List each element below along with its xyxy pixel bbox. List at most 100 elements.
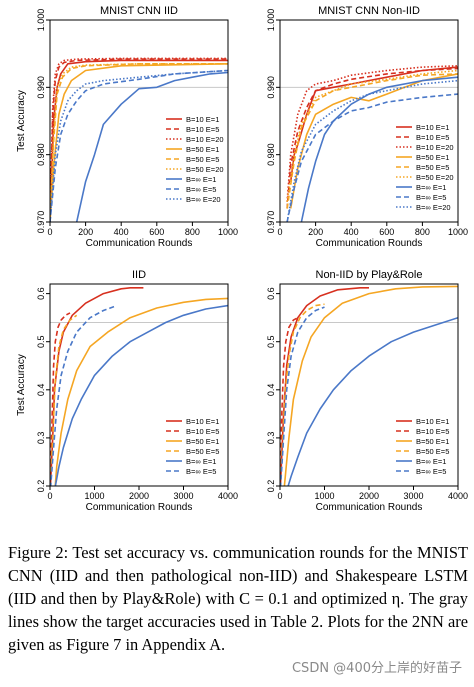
- legend-label-b-50-e-1: B=50 E=1: [186, 145, 219, 154]
- series-line-b-10-e-1: [50, 59, 228, 222]
- legend-label-b-inf-e-5: B=∞ E=5: [186, 467, 216, 476]
- x-tick-label: 1000: [448, 227, 468, 237]
- legend-label-b-10-e-5: B=10 E=5: [416, 427, 449, 436]
- series-line-b-inf-e-1: [54, 304, 228, 486]
- y-axis-label: Test Accuracy: [16, 354, 27, 416]
- x-tick-label: 3000: [403, 491, 423, 501]
- legend-label-b-50-e-5: B=50 E=5: [416, 163, 449, 172]
- legend-label-b-10-e-1: B=10 E=1: [186, 115, 219, 124]
- y-tick-label: 0.970: [36, 211, 46, 234]
- x-axis-label: Communication Rounds: [86, 238, 193, 249]
- series-line-b-50-e-20: [286, 69, 458, 202]
- legend-label-b-50-e-1: B=50 E=1: [416, 437, 449, 446]
- series-line-b-50-e-5: [286, 73, 458, 209]
- panel-shakespeare-non-iid: Non-IID by Play&Role 0 1000 2000 3000 4000 0.2…: [266, 269, 468, 513]
- panel-title: IID: [132, 269, 146, 281]
- x-tick-label: 4000: [448, 491, 468, 501]
- y-tick-label: 1.000: [36, 9, 46, 32]
- x-tick-label: 0: [277, 491, 282, 501]
- x-tick-label: 1000: [314, 491, 334, 501]
- series-line-b-inf-e-20: [286, 79, 458, 222]
- x-tick-label: 200: [78, 227, 93, 237]
- y-tick-label: 0.2: [36, 480, 46, 493]
- legend: B=10 E=1B=10 E=5B=10 E=20B=50 E=1B=50 E=…: [166, 115, 224, 204]
- legend-label-b-inf-e-1: B=∞ E=1: [416, 183, 446, 192]
- series-line-b-10-e-20: [50, 57, 228, 222]
- x-axis-label: Communication Rounds: [316, 502, 423, 513]
- series-group: [50, 57, 228, 222]
- series-line-b-inf-e-1: [300, 76, 458, 222]
- series-line-b-inf-e-5: [280, 306, 325, 486]
- y-tick-label: 0.980: [36, 143, 46, 166]
- panel-mnist-cnn-iid: MNIST CNN IID 0 200 400 600 800 1000 0.970 0.980…: [16, 5, 238, 249]
- legend-label-b-50-e-1: B=50 E=1: [416, 153, 449, 162]
- series-line-b-inf-e-1: [287, 316, 458, 486]
- figure: MNIST CNN IID 0 200 400 600 800 1000 0.970 0.980…: [16, 5, 468, 513]
- series-line-b-50-e-20: [50, 62, 228, 222]
- series-line-b-50-e-5: [50, 314, 78, 486]
- legend-label-b-inf-e-5: B=∞ E=5: [416, 467, 446, 476]
- x-tick-label: 800: [415, 227, 430, 237]
- legend-label-b-50-e-5: B=50 E=5: [416, 447, 449, 456]
- x-tick-label: 800: [185, 227, 200, 237]
- series-line-b-inf-e-20: [50, 69, 228, 222]
- legend-label-b-inf-e-20: B=∞ E=20: [416, 203, 451, 212]
- series-line-b-50-e-1: [283, 285, 458, 486]
- legend-label-b-inf-e-5: B=∞ E=5: [416, 193, 446, 202]
- x-tick-label: 1000: [84, 491, 104, 501]
- x-tick-label: 1000: [218, 227, 238, 237]
- legend-label-b-10-e-1: B=10 E=1: [186, 417, 219, 426]
- x-axis-label: Communication Rounds: [86, 502, 193, 513]
- x-tick-label: 600: [149, 227, 164, 237]
- y-tick-label: 0.6: [266, 287, 276, 300]
- watermark: CSDN @400分上岸的好苗子: [289, 656, 464, 677]
- y-tick-label: 1.000: [266, 9, 276, 32]
- legend-label-b-inf-e-5: B=∞ E=5: [186, 185, 216, 194]
- y-tick-label: 0.990: [36, 76, 46, 99]
- series-group: [280, 285, 458, 486]
- series-line-b-50-e-1: [54, 297, 228, 486]
- legend-label-b-inf-e-1: B=∞ E=1: [186, 457, 216, 466]
- panel-title: MNIST CNN Non-IID: [318, 5, 420, 17]
- x-tick-label: 2000: [129, 491, 149, 501]
- y-tick-label: 0.2: [266, 480, 276, 493]
- y-tick-label: 0.6: [36, 287, 46, 300]
- y-tick-label: 0.990: [266, 76, 276, 99]
- x-tick-label: 0: [277, 227, 282, 237]
- legend-label-b-50-e-20: B=50 E=20: [416, 173, 454, 182]
- x-tick-label: 3000: [173, 491, 193, 501]
- y-tick-label: 0.3: [266, 432, 276, 445]
- series-line-b-inf-e-5: [286, 93, 458, 222]
- legend-label-b-10-e-20: B=10 E=20: [186, 135, 224, 144]
- panel-shakespeare-iid: IID 0 1000 2000 3000 4000 0.2 0.3 0.4 0.5 0.6 Commu…: [16, 269, 238, 513]
- series-line-b-50-e-5: [280, 303, 325, 486]
- plot-frame: [49, 19, 229, 223]
- legend-label-b-10-e-1: B=10 E=1: [416, 123, 449, 132]
- series-line-b-10-e-5: [280, 316, 299, 486]
- series-line-b-inf-e-1: [75, 71, 228, 222]
- series-line-b-inf-e-5: [50, 304, 118, 486]
- y-tick-label: 0.4: [266, 384, 276, 397]
- y-tick-label: 0.5: [36, 335, 46, 348]
- legend-label-b-inf-e-20: B=∞ E=20: [186, 195, 221, 204]
- y-tick-label: 0.5: [266, 335, 276, 348]
- plot-frame: [279, 19, 459, 223]
- legend: B=10 E=1B=10 E=5B=50 E=1B=50 E=5B=∞ E=1B…: [166, 417, 219, 476]
- y-axis-label: Test Accuracy: [16, 90, 27, 152]
- panel-title: MNIST CNN IID: [100, 5, 178, 17]
- legend-label-b-10-e-5: B=10 E=5: [416, 133, 449, 142]
- legend-label-b-inf-e-1: B=∞ E=1: [416, 457, 446, 466]
- panel-title: Non-IID by Play&Role: [316, 269, 423, 281]
- y-tick-label: 0.3: [36, 432, 46, 445]
- y-tick-label: 0.980: [266, 143, 276, 166]
- y-tick-label: 0.4: [36, 384, 46, 397]
- legend: B=10 E=1B=10 E=5B=10 E=20B=50 E=1B=50 E=…: [396, 123, 454, 212]
- series-line-b-10-e-5: [286, 67, 458, 209]
- x-axis-label: Communication Rounds: [316, 238, 423, 249]
- legend-label-b-10-e-5: B=10 E=5: [186, 427, 219, 436]
- series-line-b-inf-e-5: [50, 69, 228, 222]
- x-tick-label: 2000: [359, 491, 379, 501]
- x-tick-label: 200: [308, 227, 323, 237]
- series-group: [50, 286, 228, 486]
- legend-label-b-50-e-5: B=50 E=5: [186, 155, 219, 164]
